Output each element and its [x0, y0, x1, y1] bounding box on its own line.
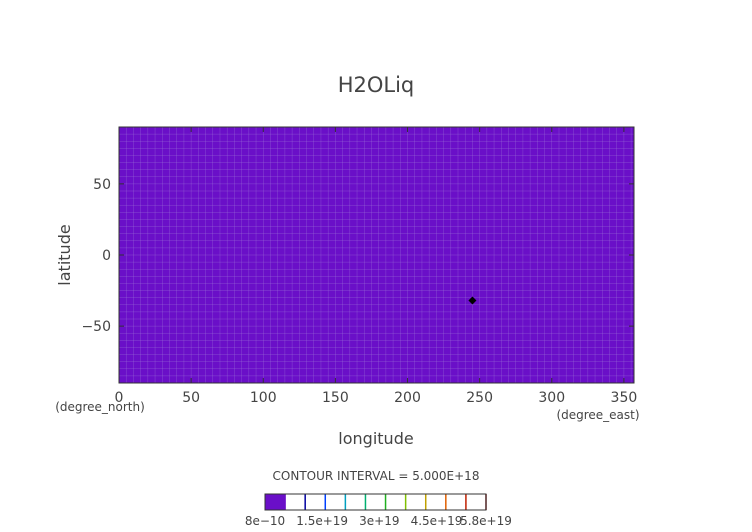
colorbar-label: 5.8e+19 — [460, 514, 512, 528]
colorbar — [264, 493, 487, 511]
contour-interval-text: CONTOUR INTERVAL = 5.000E+18 — [273, 469, 480, 483]
y-units-label: (degree_north) — [55, 400, 145, 414]
x-axis: 0 50 100 150 200 250 300 350 — [115, 127, 638, 406]
colorbar-label: 4.5e+19 — [411, 514, 463, 528]
x-tick-label: 0 — [115, 390, 124, 406]
colorbar-first-swatch — [265, 494, 286, 510]
y-tick-label: −50 — [81, 319, 111, 335]
x-axis-label: longitude — [338, 429, 413, 448]
y-tick-label: 0 — [102, 248, 111, 264]
colorbar-label: 1.5e+19 — [296, 514, 348, 528]
x-tick-label: 50 — [182, 390, 200, 406]
colorbar-label: 8e−10 — [245, 514, 285, 528]
y-axis: 50 0 −50 — [81, 177, 634, 335]
x-tick-label: 300 — [538, 390, 565, 406]
x-tick-label: 250 — [466, 390, 493, 406]
x-tick-label: 350 — [611, 390, 638, 406]
colorbar-labels: 8e−10 1.5e+19 3e+19 4.5e+195.8e+19 — [245, 514, 512, 528]
x-tick-label: 100 — [250, 390, 277, 406]
y-tick-label: 50 — [93, 177, 111, 193]
grid — [119, 127, 634, 383]
data-point-marker — [468, 296, 477, 305]
x-tick-label: 150 — [322, 390, 349, 406]
chart-title: H2OLiq — [338, 73, 415, 97]
x-tick-label: 200 — [394, 390, 421, 406]
y-axis-label: latitude — [55, 224, 74, 285]
x-units-label: (degree_east) — [556, 408, 639, 422]
colorbar-frame — [264, 493, 487, 511]
colorbar-label: 3e+19 — [359, 514, 399, 528]
